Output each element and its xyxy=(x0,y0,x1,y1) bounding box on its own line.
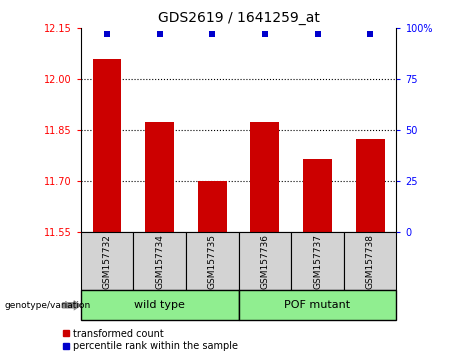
Legend: transformed count, percentile rank within the sample: transformed count, percentile rank withi… xyxy=(63,329,238,351)
Title: GDS2619 / 1641259_at: GDS2619 / 1641259_at xyxy=(158,11,319,24)
Text: wild type: wild type xyxy=(134,300,185,310)
Text: GSM157732: GSM157732 xyxy=(102,234,112,289)
Bar xyxy=(356,138,384,232)
Bar xyxy=(198,181,227,232)
Bar xyxy=(303,159,332,232)
Bar xyxy=(81,290,239,320)
Bar xyxy=(81,232,133,290)
Text: GSM157735: GSM157735 xyxy=(208,234,217,289)
Bar xyxy=(344,232,396,290)
Bar xyxy=(133,232,186,290)
Bar xyxy=(93,59,121,232)
Bar xyxy=(145,122,174,232)
Text: GSM157737: GSM157737 xyxy=(313,234,322,289)
Text: GSM157738: GSM157738 xyxy=(366,234,375,289)
Text: POF mutant: POF mutant xyxy=(284,300,350,310)
Bar xyxy=(250,122,279,232)
Bar xyxy=(186,232,239,290)
Bar xyxy=(239,232,291,290)
Bar xyxy=(291,232,344,290)
Text: GSM157736: GSM157736 xyxy=(260,234,269,289)
Text: GSM157734: GSM157734 xyxy=(155,234,164,289)
Text: genotype/variation: genotype/variation xyxy=(5,301,91,310)
Bar xyxy=(239,290,396,320)
